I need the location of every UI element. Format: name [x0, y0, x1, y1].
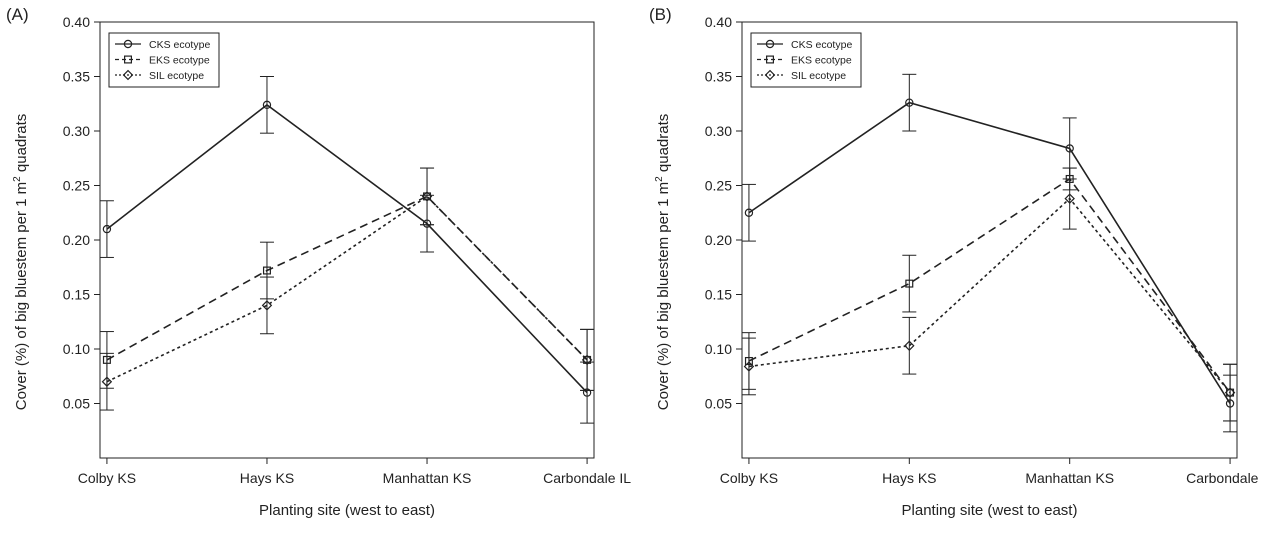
data-point — [581, 354, 593, 366]
data-point — [421, 191, 433, 202]
data-point — [743, 361, 755, 372]
data-point — [1064, 193, 1075, 204]
series-line — [748, 101, 1231, 404]
series-circle — [99, 76, 595, 424]
data-point — [905, 279, 914, 288]
x-tick-label: Hays KS — [240, 470, 294, 486]
y-tick-label: 0.30 — [705, 123, 732, 139]
x-tick-label: Colby KS — [78, 470, 136, 486]
legend-label: CKS ecotype — [149, 39, 210, 51]
x-tick-label: Colby KS — [720, 470, 778, 486]
y-tick-label: 0.25 — [705, 178, 732, 194]
series-diamond — [99, 167, 595, 411]
y-tick-label: 0.05 — [705, 396, 732, 412]
y-tick-label: 0.40 — [63, 14, 90, 30]
series-square — [99, 167, 595, 391]
x-tick-label: Carbondale IL — [543, 470, 631, 486]
series-line — [106, 195, 588, 361]
x-tick-label: Carbondale IL — [1186, 470, 1261, 486]
y-tick-label: 0.15 — [63, 287, 90, 303]
y-tick-label: 0.20 — [705, 232, 732, 248]
legend-marker — [122, 69, 134, 81]
y-tick-label: 0.35 — [705, 69, 732, 85]
data-point — [262, 100, 272, 110]
data-point — [101, 376, 113, 387]
legend-marker — [765, 55, 774, 64]
series-square — [741, 167, 1238, 422]
series-diamond — [741, 167, 1238, 422]
legend-label: SIL ecotype — [149, 70, 204, 82]
legend-marker — [123, 39, 133, 49]
y-tick-label: 0.20 — [63, 232, 90, 248]
data-point — [102, 224, 112, 234]
legend-marker — [765, 39, 775, 49]
legend-label: SIL ecotype — [791, 70, 846, 82]
legend-label: CKS ecotype — [791, 39, 852, 51]
chart-panel-1: (A) 0.05 0.10 0.15 0.20 0.25 0.30 0.35 0.40 Colby… — [6, 5, 631, 519]
y-tick-label: 0.05 — [63, 396, 90, 412]
x-tick-label: Hays KS — [882, 470, 936, 486]
y-tick-label: 0.25 — [63, 178, 90, 194]
data-point — [1224, 387, 1236, 398]
chart-panel-2: (B) 0.05 0.10 0.15 0.20 0.25 0.30 0.35 0.40 Colby… — [649, 5, 1261, 519]
data-point — [262, 266, 271, 275]
y-tick-label: 0.40 — [705, 14, 732, 30]
data-point — [744, 208, 754, 217]
series-line — [748, 197, 1231, 394]
legend-marker — [764, 69, 776, 81]
y-tick-label: 0.30 — [63, 123, 90, 139]
data-point — [261, 300, 273, 311]
x-axis-label: Planting site (west to east) — [259, 502, 435, 519]
legend: CKS ecotype EKS ecotype SIL ecotype — [750, 32, 862, 88]
x-axis-label: Planting site (west to east) — [902, 502, 1078, 519]
y-tick-label: 0.15 — [705, 287, 732, 303]
x-tick-label: Manhattan KS — [383, 470, 472, 486]
legend-label: EKS ecotype — [791, 55, 852, 67]
x-tick-label: Manhattan KS — [1025, 470, 1114, 486]
series-circle — [741, 73, 1238, 433]
series-line — [106, 195, 588, 383]
legend: CKS ecotype EKS ecotype SIL ecotype — [108, 32, 220, 88]
y-axis-label: Cover (%) of big bluestem per 1 m2 quadr… — [12, 114, 30, 411]
legend-marker — [123, 55, 132, 64]
series-line — [106, 103, 588, 394]
panel-label: (A) — [6, 5, 29, 24]
legend-label: EKS ecotype — [149, 55, 210, 67]
y-tick-label: 0.10 — [63, 341, 90, 357]
y-tick-label: 0.35 — [63, 69, 90, 85]
data-point — [904, 340, 915, 351]
data-point — [905, 98, 914, 107]
panel-label: (B) — [649, 5, 672, 24]
y-axis-label: Cover (%) of big bluestem per 1 m2 quadr… — [654, 114, 672, 411]
y-tick-label: 0.10 — [705, 341, 732, 357]
series-line — [748, 177, 1231, 394]
data-point — [1065, 144, 1074, 153]
